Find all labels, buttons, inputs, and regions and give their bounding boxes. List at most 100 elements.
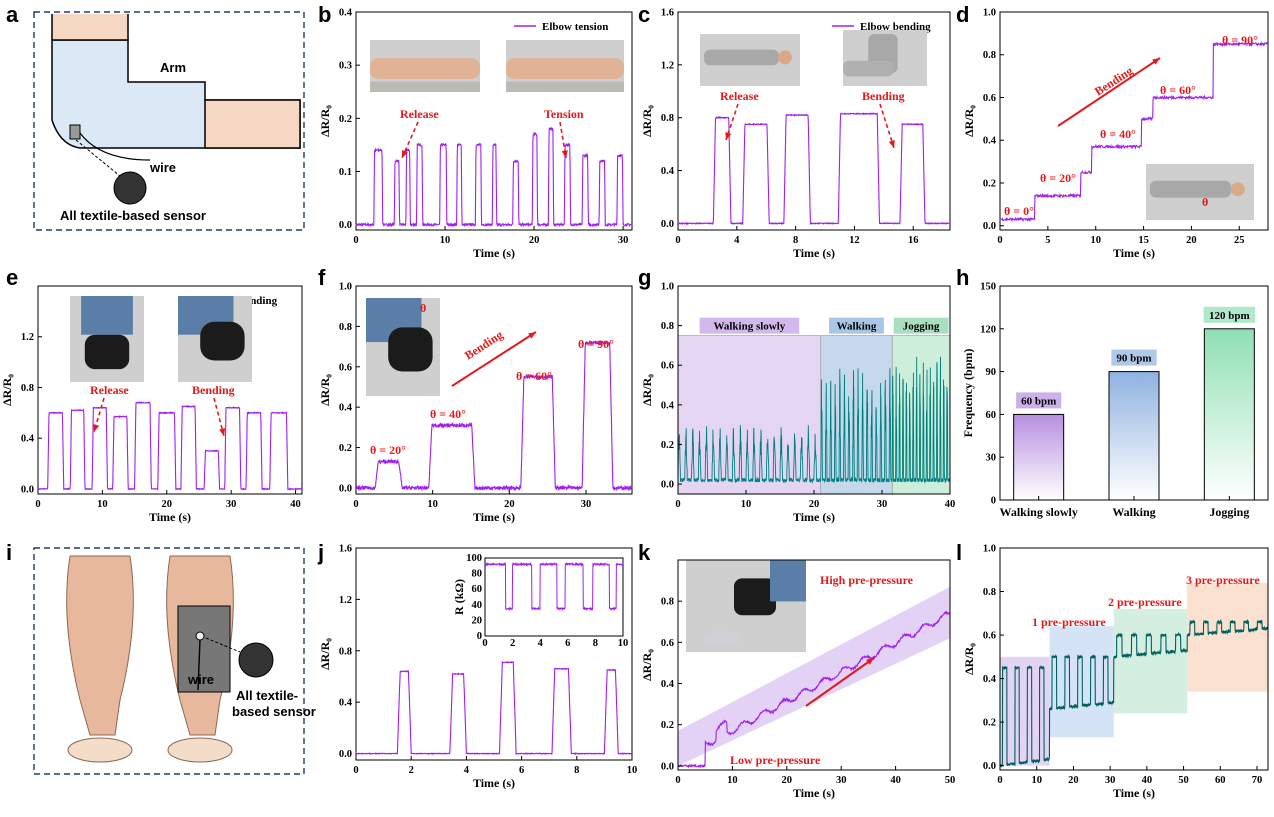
annotation-bending: Bending xyxy=(192,383,235,397)
series-line xyxy=(355,340,633,492)
wire-label: wire xyxy=(187,672,214,687)
panel-k: High pre-pressure Low pre-pressure xyxy=(677,560,951,769)
x-tick-label: 20 xyxy=(809,499,820,510)
x-tick-label: 4 xyxy=(464,765,470,776)
plot-frame xyxy=(999,547,1269,771)
sensor-patch xyxy=(69,124,81,140)
x-tick-label: 6 xyxy=(519,765,524,776)
photo-sleeve-lower xyxy=(843,60,894,77)
y-axis-title: ΔR/R₀ xyxy=(318,638,332,670)
zoom-line xyxy=(75,139,121,177)
annotation-20deg: θ = 20° xyxy=(1040,171,1076,185)
x-tick-label: 20 xyxy=(162,499,173,510)
x-tick-label: 10 xyxy=(97,499,108,510)
annotation-60deg: θ = 60° xyxy=(516,369,552,383)
x-tick-label: 20 xyxy=(1186,235,1197,246)
arrow-increase xyxy=(805,657,875,707)
panel-letter-i: i xyxy=(6,540,12,565)
inset-y-tick-label: 100 xyxy=(466,553,482,564)
inset-x-tick-label: 6 xyxy=(565,638,570,649)
y-tick-label: 0.3 xyxy=(339,61,352,72)
annotation-release: Release xyxy=(90,383,129,397)
arrow-bending-head xyxy=(528,332,536,339)
photo-inset xyxy=(1146,164,1254,220)
x-tick-label: 0 xyxy=(675,775,680,786)
x-tick-label: 50 xyxy=(945,775,956,786)
annotation-release: Release xyxy=(400,107,439,121)
photo-arm xyxy=(370,58,480,79)
plot-frame xyxy=(355,11,633,231)
x-axis-title: Time (s) xyxy=(473,776,515,790)
x-tick-label: 0 xyxy=(353,235,358,246)
y-tick-label: 0.0 xyxy=(983,761,996,772)
arrow-release-head xyxy=(725,132,732,140)
y-tick-label: 0.0 xyxy=(661,219,674,230)
photo-kneepad xyxy=(84,334,130,370)
panel-letter-a: a xyxy=(6,2,19,27)
y-tick-label: 0.4 xyxy=(983,136,997,147)
inset-x-tick-label: 8 xyxy=(593,638,598,649)
inset-y-tick-label: 80 xyxy=(472,569,483,580)
y-axis-title: ΔR/R₀ xyxy=(962,105,976,137)
series-line xyxy=(677,356,951,484)
y-axis-title: ΔR/R₀ xyxy=(0,374,14,406)
y-tick-label: 0.6 xyxy=(983,93,996,104)
heel-right xyxy=(167,737,233,763)
sensor-label-2: based sensor xyxy=(232,704,316,719)
sensor-zoom-circle xyxy=(113,171,147,205)
panel-letter-g: g xyxy=(638,265,651,290)
annotation-high: High pre-pressure xyxy=(820,573,914,587)
photo-hand xyxy=(778,50,792,65)
y-tick-label: 0.0 xyxy=(339,483,352,494)
photo-tension xyxy=(506,40,624,92)
x-tick-label: 30 xyxy=(226,499,237,510)
region-0 xyxy=(1000,656,1050,766)
x-tick-label: 20 xyxy=(504,499,515,510)
plot-frame xyxy=(37,285,303,495)
photo-jeans xyxy=(81,296,133,335)
bar-2 xyxy=(1203,328,1255,501)
y-axis-title: ΔR/R₀ xyxy=(962,643,976,675)
bar-0 xyxy=(1013,413,1065,501)
y-tick-label: 150 xyxy=(980,282,996,293)
photo-kneepad xyxy=(388,327,433,372)
x-tick-label: 16 xyxy=(908,235,919,246)
x-tick-label: 30 xyxy=(618,235,629,246)
x-tick-label: 10 xyxy=(741,499,752,510)
series-line xyxy=(677,112,951,226)
annotation-2: 2 pre-pressure xyxy=(1108,595,1182,609)
y-tick-label: 0.0 xyxy=(339,220,352,231)
photo-jeans xyxy=(770,560,806,602)
axes-b: 0.0 0.1 0.2 0.3 0.4 0 10 20 30 Time (s) ΔR/R₀ Elbow… xyxy=(318,8,633,260)
y-tick-label: 0.0 xyxy=(661,480,674,491)
y-tick-label: 0.0 xyxy=(983,221,996,232)
wire-label: wire xyxy=(149,160,176,175)
x-tick-label: 10 xyxy=(627,765,638,776)
plot-frame xyxy=(677,559,951,771)
x-tick-label: 0 xyxy=(675,235,680,246)
y-tick-label: 0.0 xyxy=(661,761,674,772)
heel-left xyxy=(67,737,133,763)
annotation-40deg: θ = 40° xyxy=(1100,127,1136,141)
region-label-bg xyxy=(893,317,949,334)
y-tick-label: 0.2 xyxy=(339,443,352,454)
x-category-label: Jogging xyxy=(1209,505,1249,519)
x-axis-title: Time (s) xyxy=(1113,786,1155,800)
y-tick-label: 1.0 xyxy=(661,282,674,293)
panel-a: Arm wire All textile-based sensor xyxy=(33,11,305,231)
x-tick-label: 40 xyxy=(290,499,301,510)
annotation-tension: Tension xyxy=(544,107,584,121)
upper-arm-skin xyxy=(51,14,129,41)
arrow-bending xyxy=(451,331,537,387)
axes-k: 0.0 0.2 0.4 0.6 0.8 0 10 20 30 40 50 Time (s) ΔR/R₀ xyxy=(640,559,956,800)
photo-bending xyxy=(178,296,252,382)
x-tick-label: 25 xyxy=(1234,235,1245,246)
arrow-bending xyxy=(1057,57,1161,127)
inset-y-axis-title: R (kΩ) xyxy=(452,579,466,615)
axes-g: 0.0 0.2 0.4 0.6 0.8 1.0 0 10 20 30 40 Time (s) ΔR/R₀ xyxy=(640,282,955,525)
photo-arm xyxy=(506,58,624,79)
axes-d: 0.0 0.2 0.4 0.6 0.8 1.0 0 5 10 15 20 25 Time (s) ΔR/R… xyxy=(962,8,1269,260)
y-tick-label: 0.4 xyxy=(661,166,675,177)
annotation-bending: Bending xyxy=(862,89,905,103)
sensor-label-1: All textile- xyxy=(236,688,298,703)
